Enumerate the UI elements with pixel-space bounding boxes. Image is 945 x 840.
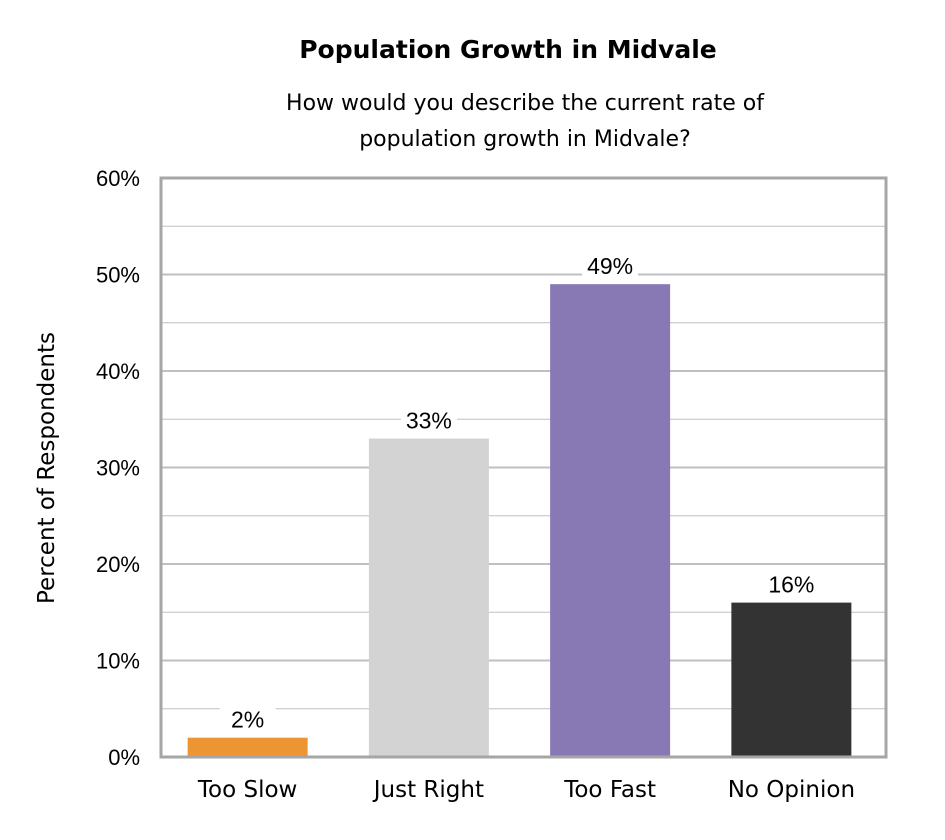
bars xyxy=(187,284,852,757)
y-tick-label: 30% xyxy=(96,456,140,481)
data-label: 33% xyxy=(406,408,452,434)
gridlines xyxy=(161,225,886,710)
y-tick-label: 10% xyxy=(96,649,140,674)
chart-subtitle-line-1: How would you describe the current rate … xyxy=(286,91,765,116)
y-axis-label: Percent of Respondents xyxy=(34,332,60,604)
chart-title: Population Growth in Midvale xyxy=(299,35,717,64)
bar-too-slow xyxy=(187,737,308,757)
data-label-background xyxy=(400,406,457,435)
x-tick-label: Just Right xyxy=(372,777,484,803)
y-tick-label: 40% xyxy=(96,359,140,384)
y-tick-label: 0% xyxy=(108,745,140,770)
x-axis-ticks: Too Slow Just Right Too Fast No Opinion xyxy=(197,777,855,803)
data-label: 49% xyxy=(587,253,633,279)
bar-just-right xyxy=(368,438,489,757)
x-tick-label: No Opinion xyxy=(728,777,855,803)
data-label-background xyxy=(763,570,820,599)
y-axis-ticks: 0% 10% 20% 30% 40% 50% 60% xyxy=(96,166,140,770)
plot-frame xyxy=(159,176,888,759)
data-label-background xyxy=(582,252,639,281)
bar-no-opinion xyxy=(731,602,852,757)
y-tick-label: 20% xyxy=(96,552,140,577)
chart-subtitle-line-2: population growth in Midvale? xyxy=(359,127,691,152)
x-tick-label: Too Slow xyxy=(197,777,297,803)
data-label-background xyxy=(219,705,276,734)
data-labels: 2% 33% 49% 16% xyxy=(219,252,820,734)
data-label: 16% xyxy=(768,572,814,598)
y-tick-label: 60% xyxy=(96,166,140,191)
data-label: 2% xyxy=(231,707,264,733)
y-tick-label: 50% xyxy=(96,263,140,288)
bar-too-fast xyxy=(550,284,671,757)
x-tick-label: Too Fast xyxy=(563,777,656,803)
